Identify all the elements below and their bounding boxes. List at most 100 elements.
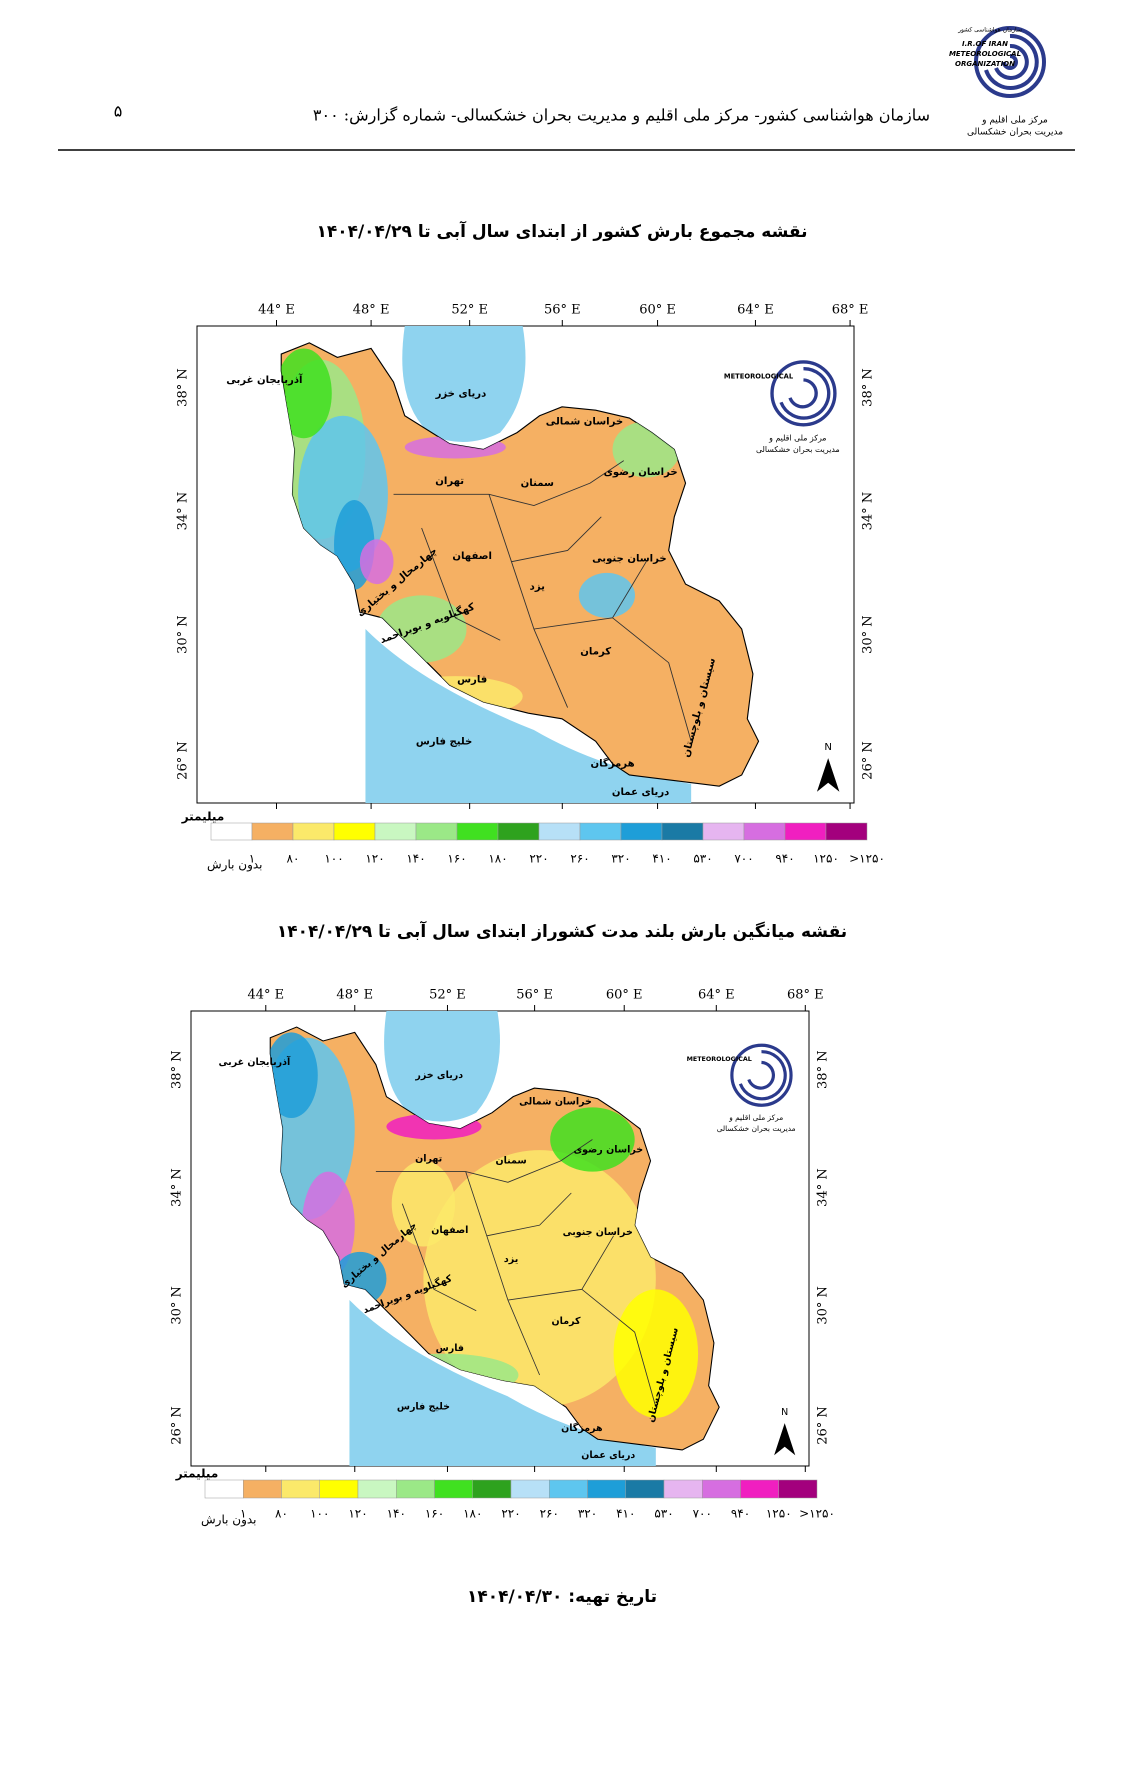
header: سازمان هواشناسی کشور I.R.OF IRAN METEORO… (58, 26, 1075, 151)
legend-label: ۱۸۰ (488, 852, 507, 866)
place-label: خراسان رضوی (604, 467, 678, 478)
lon-label: 52° E (451, 303, 488, 318)
place-label: خراسان شمالی (546, 416, 623, 427)
lat-label: 34° N (861, 492, 876, 531)
legend-swatch (549, 1479, 588, 1499)
legend-swatch (251, 822, 294, 841)
legend-label: بدون بارش (201, 1513, 257, 1528)
map: دریای خزر آذربایجان غربی خراسان شمالی خراسا… (226, 326, 840, 803)
legend-label: >۱۲۵۰ (849, 852, 885, 866)
lat-label: 26° N (170, 1406, 185, 1445)
lat-label: 38° N (176, 368, 191, 407)
place-label: سمنان (521, 478, 554, 489)
logo-caption: مدیریت بحران خشکسالی (717, 1124, 796, 1133)
place-label: خراسان شمالی (519, 1096, 592, 1107)
footer-date: تاریخ تهیه: ۱۴۰۴/۰۴/۳۰ (467, 1587, 657, 1607)
legend-label: ۱۴۰ (406, 852, 425, 866)
place-label: خلیج فارس (397, 1402, 450, 1413)
place-label: فارس (457, 675, 487, 686)
lat-label: 38° N (816, 1050, 831, 1089)
legend-swatch (396, 1479, 435, 1499)
legend-swatch (510, 1479, 550, 1499)
north-arrow (774, 1423, 796, 1456)
precip-zone (578, 572, 635, 618)
province-borders (393, 460, 692, 742)
place-label: آذربایجان غربی (219, 1055, 291, 1068)
precip-zone (423, 1150, 656, 1408)
legend-swatch (204, 1479, 244, 1499)
legend-swatch (434, 1479, 473, 1499)
place-label: آذربایجان غربی (226, 373, 303, 386)
place-label: خراسان رضوی (573, 1145, 643, 1156)
legend-swatch (625, 1479, 665, 1499)
logo-caption: مدیریت بحران خشکسالی (967, 128, 1063, 138)
place-label: یزد (504, 1254, 518, 1265)
lat-label: 30° N (170, 1286, 185, 1325)
lon-label: 48° E (336, 988, 373, 1003)
place-label: کرمان (552, 1316, 581, 1327)
legend-label: ۱۴۰ (387, 1507, 406, 1521)
logo-top: سازمان هواشناسی کشور (957, 27, 1022, 34)
legend-swatch (357, 1479, 397, 1499)
lon-label: 56° E (516, 988, 553, 1003)
legend-label: ۵۳۰ (693, 852, 712, 866)
lat-label: 26° N (176, 741, 191, 780)
map-title: نقشه میانگین بارش بلند مدت کشوراز ابتدای… (277, 920, 847, 942)
legend-swatch (784, 822, 827, 841)
legend-swatch (497, 822, 540, 841)
place-label: هرمزگان (590, 757, 634, 770)
lat-label: 34° N (170, 1168, 185, 1207)
legend-label: ۴۱۰ (616, 1507, 635, 1521)
legend-swatch (743, 822, 786, 841)
lat-label: 38° N (861, 368, 876, 407)
legend-swatch (281, 1479, 320, 1499)
place-label: اصفهان (431, 1225, 468, 1236)
precip-zone (391, 1160, 456, 1247)
legend-swatch (587, 1479, 626, 1499)
lat-label: 34° N (816, 1168, 831, 1207)
north-label: N (781, 1407, 788, 1418)
legend-label: ۱۰۰ (324, 852, 343, 866)
legend-label: ۱ (249, 852, 255, 866)
lat-label: 30° N (816, 1286, 831, 1325)
legend-unit: میلیمتر (175, 1467, 219, 1481)
lon-label: 44° E (258, 303, 295, 318)
lat-label: 26° N (861, 741, 876, 780)
place-label: دریای خزر (414, 1070, 463, 1081)
precip-zone (613, 1289, 699, 1418)
precip-zone (270, 1032, 318, 1119)
legend-label: ۱۲۵۰ (766, 1507, 792, 1521)
logo-caption: مرکز ملی اقلیم و (728, 1113, 783, 1122)
logo-caption: مرکز ملی اقلیم و (768, 434, 826, 443)
persian-gulf (349, 1300, 656, 1466)
north-label: N (824, 742, 832, 753)
logo-ring (730, 1043, 793, 1107)
lon-label: 64° E (698, 988, 735, 1003)
logo-caption: مرکز ملی اقلیم و (981, 116, 1048, 126)
place-label: خلیج فارس (416, 736, 472, 747)
precip-zones (281, 348, 680, 717)
legend-swatch (778, 1479, 818, 1499)
legend-label: ۵۳۰ (654, 1507, 673, 1521)
logo-spiral (779, 366, 831, 420)
legend-swatch (415, 822, 458, 841)
page-number: ۵ (114, 102, 123, 121)
legend-swatch (740, 1479, 779, 1499)
legend-label: ۹۴۰ (775, 852, 794, 866)
legend-label: >۱۲۵۰ (799, 1507, 835, 1521)
logo-en: METEOROLOGICAL (724, 373, 794, 381)
caspian-sea (384, 1011, 500, 1122)
precip-zone (550, 1107, 635, 1172)
province-borders (375, 1139, 657, 1408)
place-label: دریای خزر (435, 388, 487, 399)
legend-label: ۱۲۵۰ (813, 852, 839, 866)
precip-zone (281, 348, 332, 439)
legend-swatch (456, 822, 499, 841)
logo-en: I.R.OF IRAN (962, 40, 1008, 48)
place-label: خراسان جنوبی (563, 1227, 633, 1238)
lon-label: 68° E (832, 303, 869, 318)
lon-label: 68° E (787, 988, 824, 1003)
legend-swatch (825, 822, 868, 841)
